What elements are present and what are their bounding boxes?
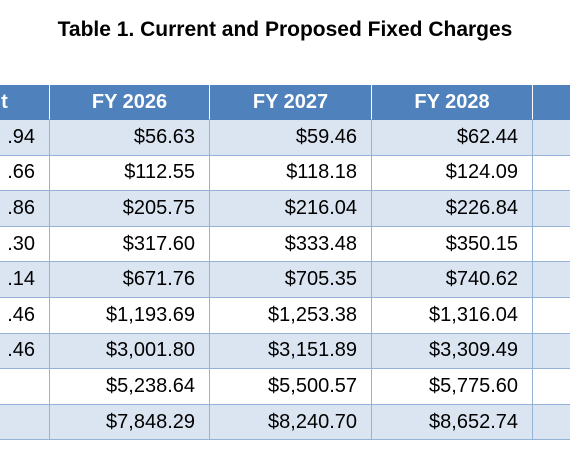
table-cell [533, 262, 570, 298]
table-cell: .30 [0, 226, 50, 263]
table-cell: $205.75 [50, 191, 210, 227]
table-cell: $226.84 [372, 191, 533, 227]
table-cell: $671.76 [50, 262, 210, 298]
table-title: Table 1. Current and Proposed Fixed Char… [57, 18, 513, 41]
table-cell [0, 404, 50, 441]
table-cell: .86 [0, 191, 50, 227]
table-cell [533, 120, 570, 156]
header-cell: FY 2026 [50, 85, 210, 120]
table-cell [0, 369, 50, 405]
table-cell: $5,238.64 [50, 369, 210, 405]
table-cell: .66 [0, 155, 50, 192]
table-cell: .14 [0, 262, 50, 298]
table-cell: .94 [0, 120, 50, 156]
table-cell: $3,151.89 [210, 333, 372, 370]
table-cell: $317.60 [50, 226, 210, 263]
table-cell: $5,500.57 [210, 369, 372, 405]
table-cell: $216.04 [210, 191, 372, 227]
table-cell: $705.35 [210, 262, 372, 298]
table-cell: $740.62 [372, 262, 533, 298]
table-cell: $1,316.04 [372, 298, 533, 334]
table-cell: $8,240.70 [210, 404, 372, 441]
table-cell: $1,193.69 [50, 298, 210, 334]
header-cell: t [0, 85, 50, 120]
table-cell [533, 156, 570, 192]
table-cell: $5,775.60 [372, 369, 533, 405]
table-cell: $118.18 [210, 155, 372, 192]
table-cell: $333.48 [210, 226, 372, 263]
table-cell: $62.44 [372, 120, 533, 156]
table-cell: $112.55 [50, 155, 210, 192]
table-cell: $3,309.49 [372, 333, 533, 370]
table-cell: $350.15 [372, 226, 533, 263]
table-cell: $124.09 [372, 155, 533, 192]
table-cell: $7,848.29 [50, 404, 210, 441]
table-cell: $3,001.80 [50, 333, 210, 370]
table-cell: $ [533, 298, 570, 334]
header-cell [533, 85, 570, 120]
table-cell [533, 369, 570, 405]
table-cell: $59.46 [210, 120, 372, 156]
table-cell: $8,652.74 [372, 404, 533, 441]
table-cell: $1,253.38 [210, 298, 372, 334]
table-cell [533, 227, 570, 263]
table-cell: .46 [0, 333, 50, 370]
table-cell [533, 191, 570, 227]
table-cell: $56.63 [50, 120, 210, 156]
header-cell: FY 2028 [372, 85, 533, 120]
table-cell: $ [533, 404, 570, 441]
table-cell: .46 [0, 298, 50, 334]
table-cell: $ [533, 333, 570, 370]
header-cell: FY 2027 [210, 85, 372, 120]
table: t FY 2026 FY 2027 FY 2028 .94 $56.63 $59.46 $62… [0, 85, 570, 441]
